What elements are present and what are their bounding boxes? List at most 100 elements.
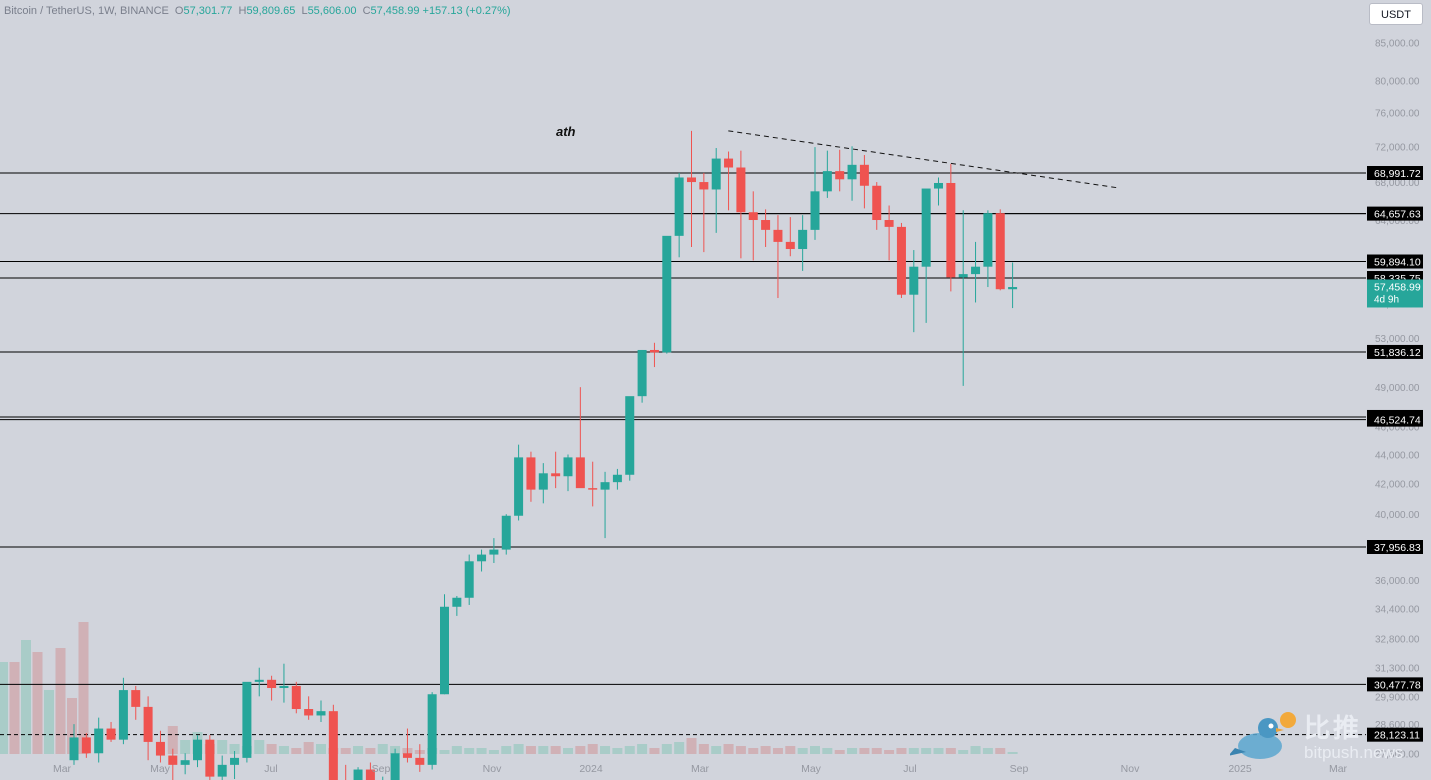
candle-body xyxy=(872,186,881,220)
volume-bar xyxy=(254,740,264,754)
volume-bar xyxy=(612,748,622,754)
candle-body xyxy=(70,737,79,760)
candle-body xyxy=(885,220,894,227)
x-tick-label: Nov xyxy=(483,763,502,775)
volume-bar xyxy=(279,746,289,754)
volume-bar xyxy=(649,748,659,754)
volume-bar xyxy=(859,748,869,754)
currency-button[interactable]: USDT xyxy=(1369,3,1423,25)
trendline xyxy=(728,131,1118,188)
volume-bar xyxy=(748,748,758,754)
volume-bar xyxy=(958,750,968,754)
candle-body xyxy=(959,274,968,277)
volume-bar xyxy=(551,746,561,754)
y-axis: 85,000.0080,000.0076,000.0072,000.0068,0… xyxy=(1366,0,1431,780)
ath-annotation: ath xyxy=(556,124,576,139)
candle-body xyxy=(860,165,869,186)
candle-body xyxy=(662,236,671,353)
candle-body xyxy=(292,686,301,709)
volume-bar xyxy=(514,744,524,754)
candle-body xyxy=(107,729,116,740)
candle-body xyxy=(205,740,214,777)
level-price-label: 51,836.12 xyxy=(1374,347,1421,359)
volume-bar xyxy=(872,748,882,754)
volume-bar xyxy=(736,746,746,754)
candle-body xyxy=(267,680,276,688)
candle-body xyxy=(823,171,832,191)
volume-bar xyxy=(687,738,697,754)
open-value: 57,301.77 xyxy=(183,5,232,17)
y-tick-label: 36,000.00 xyxy=(1375,576,1420,587)
volume-bar xyxy=(761,746,771,754)
y-tick-label: 53,000.00 xyxy=(1375,334,1420,345)
candle-body xyxy=(601,482,610,489)
volume-bar xyxy=(56,648,66,754)
volume-bar xyxy=(995,748,1005,754)
candle-body xyxy=(119,690,128,740)
candle-body xyxy=(181,760,190,765)
volume-bar xyxy=(847,748,857,754)
volume-bar xyxy=(217,740,227,754)
x-tick-label: Sep xyxy=(372,763,391,775)
candle-body xyxy=(144,707,153,742)
x-tick-label: Mar xyxy=(691,763,710,775)
candle-body xyxy=(650,350,659,352)
volume-bar xyxy=(353,746,363,754)
volume-bar xyxy=(600,746,610,754)
candle-body xyxy=(477,555,486,562)
y-tick-label: 31,300.00 xyxy=(1375,664,1420,675)
candle-body xyxy=(465,561,474,597)
level-price-label: 46,524.74 xyxy=(1374,415,1421,427)
candle-body xyxy=(242,682,251,758)
candle-body xyxy=(514,457,523,515)
level-price-label: 64,657.63 xyxy=(1374,209,1421,221)
volume-bar xyxy=(662,744,672,754)
candle-body xyxy=(551,473,560,476)
volume-bar xyxy=(835,750,845,754)
candle-body xyxy=(415,758,424,765)
x-tick-label: Jul xyxy=(903,763,916,775)
candle-body xyxy=(526,457,535,489)
candle-body xyxy=(786,242,795,249)
volume-bar xyxy=(526,746,536,754)
level-price-label: 37,956.83 xyxy=(1374,542,1421,554)
volume-bar xyxy=(180,740,190,754)
candle-body xyxy=(193,740,202,761)
volume-bar xyxy=(711,746,721,754)
x-tick-label: May xyxy=(801,763,822,775)
volume-bar xyxy=(909,748,919,754)
candle-body xyxy=(835,171,844,179)
volume-bar xyxy=(896,748,906,754)
volume-bar xyxy=(921,748,931,754)
volume-bar xyxy=(934,748,944,754)
volume-bar xyxy=(971,746,981,754)
candle-body xyxy=(279,686,288,688)
candle-body xyxy=(922,189,931,267)
volume-bar xyxy=(699,744,709,754)
candle-body xyxy=(983,213,992,266)
trendline-dashed xyxy=(728,131,1118,188)
volume-bar xyxy=(341,748,351,754)
volume-bar xyxy=(440,750,450,754)
candle-body xyxy=(687,177,696,182)
volume-bar xyxy=(10,662,20,754)
volume-bar xyxy=(773,748,783,754)
x-tick-label: May xyxy=(150,763,171,775)
volume-bar xyxy=(798,748,808,754)
y-tick-label: 40,000.00 xyxy=(1375,510,1420,521)
x-tick-label: Sep xyxy=(1010,763,1029,775)
candle-body xyxy=(329,711,338,780)
volume-bar xyxy=(637,744,647,754)
candle-body xyxy=(440,607,449,694)
candle-body xyxy=(613,475,622,482)
watermark-cn: 比推 xyxy=(1304,708,1362,745)
volume-bar xyxy=(477,748,487,754)
volume-bar xyxy=(464,748,474,754)
candle-body xyxy=(304,709,313,715)
volume-bar xyxy=(575,746,585,754)
candles xyxy=(70,131,1018,780)
volume-bar xyxy=(1008,752,1018,754)
candle-body xyxy=(156,742,165,756)
